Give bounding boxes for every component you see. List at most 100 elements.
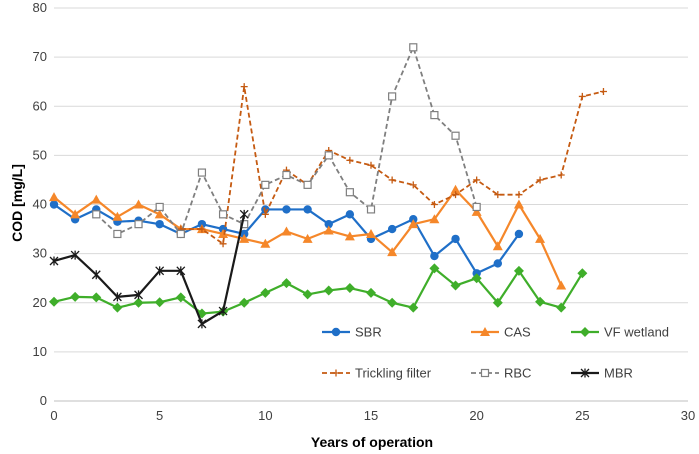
series-rbc [92, 43, 481, 239]
point-rbc-16 [430, 110, 439, 120]
point-vf-wetland-15 [366, 287, 376, 298]
point-vf-wetland-9 [239, 297, 250, 308]
point-trickling-filter-1 [198, 225, 206, 233]
x-tick-label-25: 25 [575, 408, 589, 423]
series-line-mbr [53, 214, 246, 325]
point-vf-wetland-16 [387, 297, 398, 308]
point-cas-19 [450, 184, 461, 194]
x-tick-label-20: 20 [469, 408, 483, 423]
point-mbr-5 [155, 266, 165, 276]
point-vf-wetland-4 [133, 297, 144, 308]
y-tick-label-80: 80 [33, 0, 47, 15]
point-rbc-13 [366, 205, 376, 214]
point-rbc-4 [176, 229, 185, 239]
legend-label-rbc: RBC [504, 366, 531, 381]
point-vf-wetland-25 [577, 268, 588, 279]
legend-entry-vf-wetland: VF wetland [571, 325, 669, 340]
point-vf-wetland-11 [281, 278, 292, 289]
legend-marker-sbr [331, 327, 341, 337]
legend-marker-rbc [480, 368, 490, 378]
point-cas-17 [408, 219, 419, 229]
point-rbc-6 [218, 210, 228, 219]
point-sbr-11 [282, 205, 291, 214]
legend-marker-mbr [580, 368, 590, 378]
point-vf-wetland-3 [112, 302, 123, 313]
point-trickling-filter-16 [515, 191, 523, 199]
point-sbr-19 [451, 234, 460, 244]
point-trickling-filter-20 [599, 88, 607, 96]
series-cas [49, 184, 567, 290]
legend-entry-mbr: MBR [571, 366, 633, 381]
point-cas-9 [239, 233, 250, 243]
point-rbc-1 [113, 229, 122, 239]
point-sbr-22 [514, 229, 524, 239]
point-cas-16 [387, 247, 398, 257]
point-vf-wetland-20 [471, 273, 482, 284]
point-cas-12 [302, 233, 313, 243]
legend-entry-sbr: SBR [322, 325, 382, 340]
point-mbr-7 [197, 319, 207, 329]
legend-entry-rbc: RBC [471, 366, 531, 381]
legend-label-vf-wetland: VF wetland [604, 325, 669, 340]
series-line-vf-wetland [53, 267, 584, 315]
legend-label-cas: CAS [504, 325, 531, 340]
y-tick-label-60: 60 [33, 98, 47, 113]
point-vf-wetland-24 [556, 302, 567, 313]
point-rbc-12 [345, 188, 354, 197]
point-mbr-0 [49, 256, 59, 266]
point-vf-wetland-2 [91, 292, 102, 303]
point-cas-11 [281, 226, 292, 236]
point-vf-wetland-17 [408, 302, 419, 313]
legend-label-sbr: SBR [355, 325, 382, 340]
y-tick-label-70: 70 [33, 49, 47, 64]
gridlines [54, 7, 688, 353]
point-sbr-21 [493, 259, 502, 268]
point-sbr-13 [324, 219, 333, 229]
point-cas-3 [112, 211, 123, 221]
point-cas-15 [366, 228, 376, 238]
point-rbc-8 [261, 180, 270, 189]
series-trickling-filter [177, 83, 607, 248]
point-cas-18 [429, 214, 440, 224]
point-cas-22 [513, 199, 524, 209]
point-rbc-17 [451, 131, 460, 140]
point-vf-wetland-1 [70, 291, 81, 302]
y-axis-label: COD [mg/L] [9, 164, 25, 242]
series-line-sbr [53, 203, 520, 275]
point-trickling-filter-11 [409, 181, 417, 189]
point-cas-23 [535, 233, 546, 243]
x-tick-label-15: 15 [364, 408, 378, 423]
point-rbc-2 [134, 220, 143, 229]
legend-marker-trickling-filter [332, 369, 340, 377]
y-tick-label-0: 0 [40, 393, 47, 408]
legend-label-trickling-filter: Trickling filter [355, 366, 432, 381]
point-trickling-filter-14 [473, 176, 481, 184]
point-trickling-filter-2 [219, 240, 227, 248]
point-cas-2 [91, 194, 102, 204]
point-sbr-12 [303, 205, 312, 214]
point-mbr-9 [239, 209, 249, 219]
point-rbc-9 [282, 170, 291, 180]
point-trickling-filter-15 [494, 191, 502, 199]
series-group [49, 43, 607, 329]
point-vf-wetland-18 [429, 263, 440, 274]
point-trickling-filter-10 [388, 176, 396, 184]
point-sbr-16 [387, 224, 397, 234]
point-trickling-filter-18 [557, 171, 565, 179]
point-mbr-8 [218, 306, 228, 316]
point-mbr-1 [70, 250, 80, 260]
legend: SBR CAS VF wetland Trickling filter RBC MBR [322, 325, 669, 381]
point-vf-wetland-19 [450, 280, 461, 291]
point-rbc-14 [388, 92, 397, 101]
point-mbr-2 [91, 270, 101, 280]
point-vf-wetland-22 [513, 265, 524, 276]
point-rbc-7 [240, 220, 249, 229]
series-vf-wetland [49, 263, 588, 319]
point-cas-10 [260, 238, 271, 248]
point-vf-wetland-13 [323, 285, 334, 296]
x-tick-label-5: 5 [156, 408, 163, 423]
point-cas-24 [556, 280, 567, 290]
point-mbr-3 [112, 292, 122, 302]
point-trickling-filter-17 [536, 176, 544, 184]
